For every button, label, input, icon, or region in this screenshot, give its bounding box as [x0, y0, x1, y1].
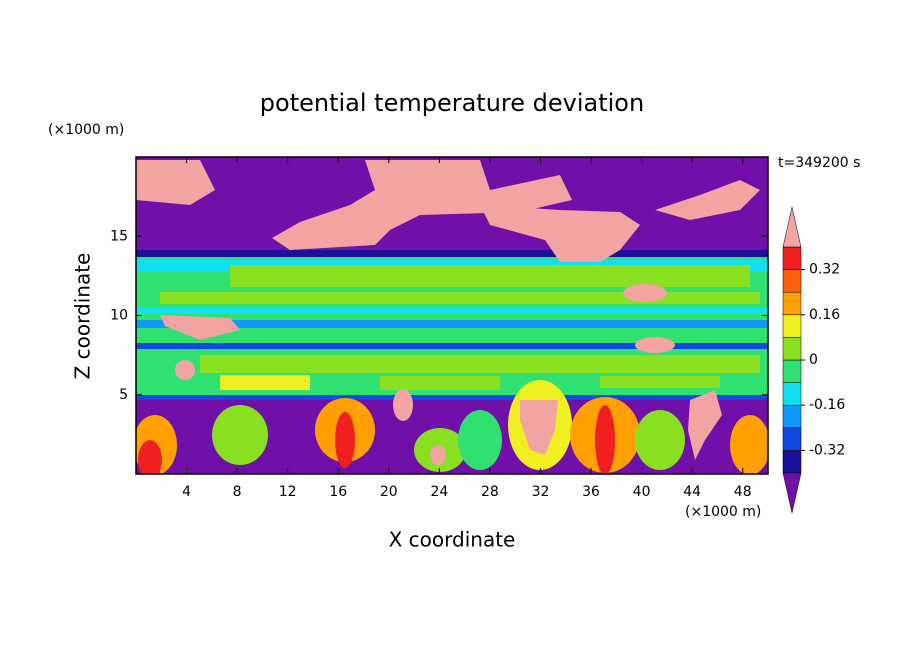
field-region: [136, 320, 768, 328]
field-region: [600, 376, 720, 388]
colorbar-box: [782, 427, 802, 451]
field-region: [430, 445, 446, 465]
x-tick-label: 44: [683, 484, 701, 500]
colorbar-tick-label: -0.32: [809, 442, 845, 458]
colorbar-box: [782, 291, 802, 316]
colorbar-box: [782, 404, 802, 429]
field-region: [160, 315, 240, 340]
colorbar-box: [782, 450, 802, 474]
colorbar-box: [782, 246, 802, 270]
colorbar-extend-low: [782, 472, 802, 514]
y-axis-label: Z coordinate: [71, 253, 95, 380]
x-tick-label: 24: [430, 484, 448, 500]
chart-title: potential temperature deviation: [260, 89, 644, 117]
colorbar-extend-high: [782, 206, 802, 248]
field-region: [380, 376, 500, 390]
field-region: [635, 410, 685, 470]
field-region: [272, 160, 572, 250]
field-region: [595, 405, 615, 474]
x-tick-label: 48: [734, 484, 752, 500]
field-region: [200, 355, 760, 373]
field-region: [136, 308, 768, 314]
field-region: [520, 400, 558, 455]
field-region: [175, 360, 195, 380]
field-region: [136, 160, 215, 205]
colorbar-tick-label: 0: [809, 352, 818, 368]
x-tick-label: 20: [380, 484, 398, 500]
field-region: [655, 180, 760, 220]
x-tick-label: 28: [481, 484, 499, 500]
field-region: [730, 415, 768, 474]
field-region: [623, 284, 667, 302]
field-region: [480, 205, 640, 262]
x-unit: (×1000 m): [685, 504, 761, 520]
x-tick-label: 32: [532, 484, 550, 500]
field-region: [230, 265, 750, 287]
contour-field: [136, 157, 768, 474]
colorbar-box: [782, 269, 802, 293]
time-annotation: t=349200 s: [778, 155, 860, 171]
field-region: [136, 250, 768, 257]
field-region: [688, 390, 722, 460]
x-tick-label: 16: [329, 484, 347, 500]
colorbar-box: [782, 314, 802, 338]
y-tick-label: 10: [110, 308, 128, 324]
colorbar-box: [782, 359, 802, 383]
colorbar-box: [782, 337, 802, 361]
y-tick-label: 5: [119, 387, 128, 403]
field-region: [335, 412, 355, 468]
field-region: [220, 375, 310, 390]
field-region: [136, 343, 768, 349]
colorbar-tick-label: -0.16: [809, 397, 845, 413]
y-tick-label: 15: [110, 228, 128, 244]
x-tick-label: 36: [582, 484, 600, 500]
field-region: [160, 292, 760, 304]
field-region: [212, 405, 268, 465]
colorbar-tick-label: 0.32: [809, 262, 840, 278]
x-axis-label: X coordinate: [389, 528, 516, 552]
x-tick-label: 40: [633, 484, 651, 500]
x-tick-label: 8: [233, 484, 242, 500]
colorbar-tick-label: 0.16: [809, 307, 840, 323]
field-region: [138, 440, 162, 474]
colorbar-box: [782, 382, 802, 406]
field-region: [136, 395, 768, 401]
y-unit: (×1000 m): [48, 122, 124, 138]
x-tick-label: 12: [279, 484, 297, 500]
field-region: [635, 337, 675, 353]
field-region: [393, 389, 413, 421]
field-region: [458, 410, 502, 470]
x-tick-label: 4: [182, 484, 191, 500]
